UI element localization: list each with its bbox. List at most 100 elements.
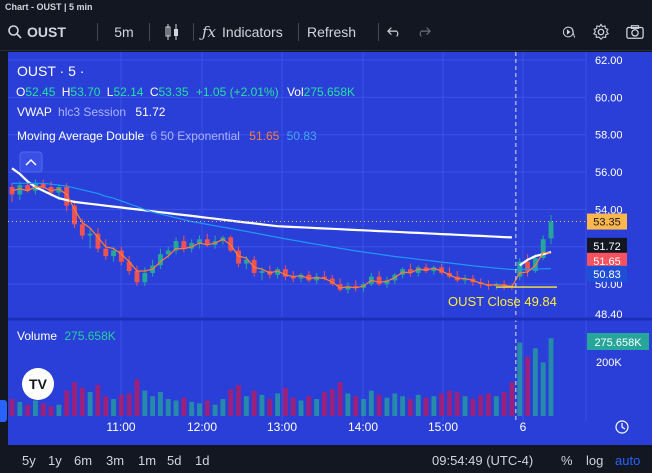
- candle-body: [298, 274, 304, 279]
- candle-body: [40, 183, 46, 187]
- redo-button[interactable]: [409, 14, 439, 50]
- candle-body: [462, 278, 468, 281]
- high-value: 53.70: [70, 85, 100, 99]
- volume-bar: [454, 392, 460, 416]
- candle-body: [87, 233, 93, 236]
- go-to-date-button[interactable]: [615, 420, 629, 434]
- candle-body: [48, 187, 54, 193]
- open-label: O: [16, 85, 25, 99]
- vwap-line: [11, 167, 552, 267]
- sidebar-toggle[interactable]: [0, 400, 7, 422]
- price-label: 51.72: [593, 241, 621, 253]
- candle-body: [197, 239, 202, 244]
- volume-legend[interactable]: Volume 275.658K: [17, 329, 116, 343]
- price-tick-label: 56.00: [595, 167, 623, 179]
- volume-bar: [423, 397, 429, 416]
- volume-bar: [95, 384, 101, 416]
- top-toolbar: OUST 5m ƒx Indicators Refresh: [0, 14, 652, 51]
- auto-toggle[interactable]: auto: [615, 453, 641, 468]
- price-label-box: [587, 265, 627, 282]
- symbol-search[interactable]: OUST: [0, 14, 98, 50]
- refresh-button[interactable]: Refresh: [299, 14, 379, 50]
- candle-body: [540, 239, 546, 258]
- vwap-name: VWAP: [17, 105, 52, 119]
- volume-bar: [525, 356, 530, 416]
- grid-lines: [8, 52, 586, 421]
- range-button-1m[interactable]: 1m: [138, 453, 157, 468]
- price-label-box: [587, 237, 627, 254]
- undo-button[interactable]: [379, 14, 409, 50]
- candle-body: [142, 272, 148, 283]
- price-tick-label: 60.00: [595, 92, 623, 104]
- fx-icon: ƒx: [202, 23, 217, 41]
- volume-bar: [532, 348, 538, 416]
- volume-bar: [298, 400, 304, 416]
- volume-bar: [322, 392, 327, 416]
- price-tick-label: 50.00: [595, 279, 623, 291]
- volume-bar: [493, 396, 499, 416]
- candle-body: [79, 224, 85, 236]
- volume-bar: [228, 389, 234, 416]
- candle-body: [282, 269, 288, 277]
- interval-button[interactable]: 5m: [98, 14, 150, 50]
- ma-fast-line: [11, 186, 552, 289]
- indicators-button[interactable]: ƒx Indicators: [194, 14, 299, 50]
- range-button-1y[interactable]: 1y: [48, 453, 62, 468]
- volume-bar: [415, 394, 421, 416]
- percent-toggle[interactable]: %: [561, 453, 573, 468]
- volume-bar: [251, 390, 257, 416]
- volume-bar: [126, 393, 132, 416]
- tradingview-logo[interactable]: TV: [22, 368, 54, 400]
- high-label: H: [62, 85, 71, 99]
- volume-bar: [462, 396, 468, 416]
- range-button-3m[interactable]: 3m: [106, 453, 125, 468]
- candle-body: [228, 237, 234, 251]
- legend-ma[interactable]: Moving Average Double 6 50 Exponential 5…: [17, 129, 317, 143]
- candle-body: [103, 248, 109, 257]
- collapse-legend-button[interactable]: [19, 151, 43, 173]
- chart-type-button[interactable]: [150, 14, 194, 50]
- vol-label: Vol: [287, 85, 304, 99]
- candle-body: [423, 267, 429, 272]
- range-button-1d[interactable]: 1d: [195, 453, 210, 468]
- settings-button[interactable]: [584, 14, 618, 50]
- time-tick-label: 11:00: [106, 420, 135, 434]
- volume-bar: [243, 396, 249, 416]
- volume-bar: [314, 399, 320, 416]
- candle-body: [439, 267, 445, 273]
- undo-icon: [387, 27, 399, 37]
- volume-bar: [540, 362, 546, 416]
- price-label-box: [587, 252, 627, 269]
- chart-area[interactable]: 62.0060.0058.0056.0054.0052.0050.0048.40…: [8, 52, 652, 445]
- volume-bar: [361, 399, 366, 416]
- window-title: Chart - OUST | 5 min: [0, 0, 652, 14]
- volume-bar: [470, 399, 476, 416]
- range-button-5y[interactable]: 5y: [22, 453, 36, 468]
- volume-bar: [111, 399, 116, 416]
- candle-body: [407, 269, 413, 273]
- candle-body: [157, 254, 163, 266]
- candle-body: [345, 285, 351, 290]
- replay-button[interactable]: [554, 14, 584, 50]
- price-tick-label: 54.00: [595, 204, 623, 216]
- volume-bar: [87, 392, 93, 416]
- log-toggle[interactable]: log: [586, 453, 604, 468]
- volume-bar: [197, 403, 202, 416]
- time-tick-label: 14:00: [348, 420, 378, 434]
- time-axis[interactable]: 11:00 12:00 13:00 14:00 15:00 6: [106, 420, 526, 434]
- legend-vwap[interactable]: VWAP hlc3 Session 51.72: [17, 105, 166, 119]
- volume-bar: [439, 393, 445, 416]
- range-button-6m[interactable]: 6m: [74, 453, 93, 468]
- volume-bar: [204, 400, 210, 416]
- price-label: 51.65: [593, 256, 621, 268]
- volume-bar: [486, 393, 491, 416]
- close-annotation: OUST Close 49.84: [448, 294, 557, 309]
- candle-body: [384, 280, 390, 285]
- candle-body: [306, 274, 312, 281]
- range-button-5d[interactable]: 5d: [167, 453, 182, 468]
- price-axis[interactable]: 62.0060.0058.0056.0054.0052.0050.0048.40…: [587, 55, 627, 321]
- legend-symbol: OUST · 5 ·: [17, 63, 84, 79]
- volume-bar: [189, 401, 195, 416]
- bottom-toolbar: 5y 1y 6m 3m 1m 5d 1d 09:54:49 (UTC-4) % log au…: [0, 448, 652, 473]
- snapshot-button[interactable]: [618, 14, 652, 50]
